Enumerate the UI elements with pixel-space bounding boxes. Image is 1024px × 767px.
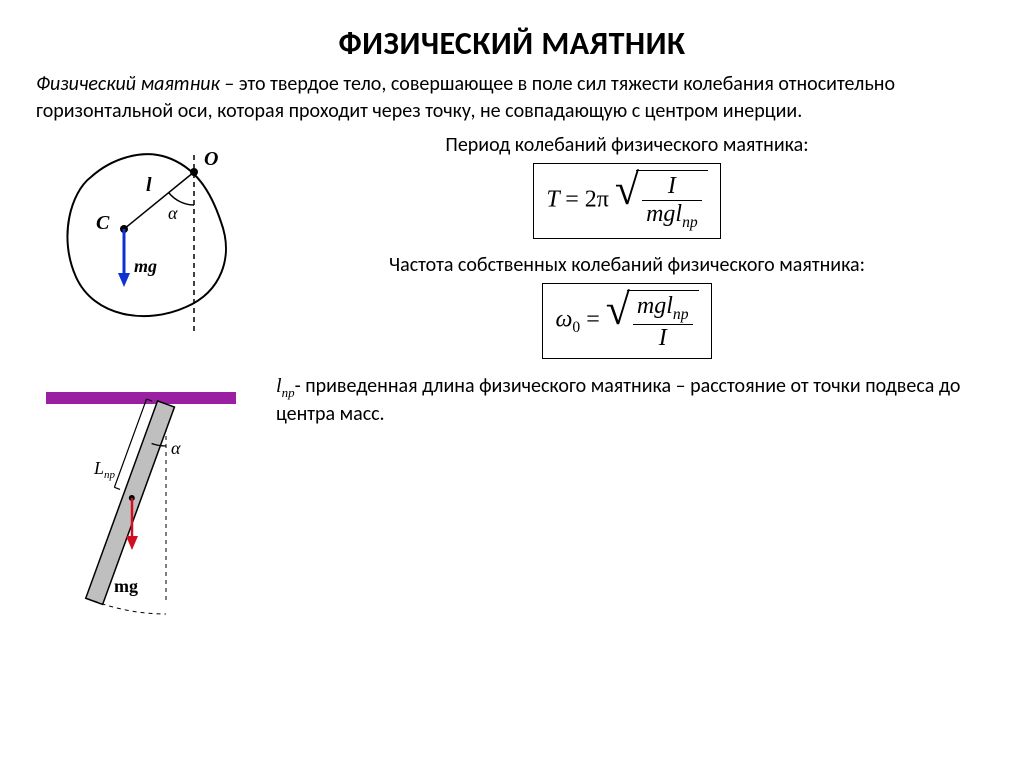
label-alpha-1: α — [168, 203, 178, 223]
page-title: ФИЗИЧЕСКИЙ МАЯТНИК — [0, 0, 1024, 63]
label-mg-2: mg — [114, 576, 138, 596]
lpr-note: lпр- приведенная длина физического маятн… — [266, 373, 988, 429]
caption-period: Период колебаний физического маятника: — [266, 133, 988, 157]
blob-pendulum-diagram: O C l α mg — [46, 137, 256, 337]
rod-pendulum-diagram: Lпр α mg — [36, 382, 246, 642]
formula-frequency: ω0 = √ mglпр I — [542, 283, 711, 359]
label-O: O — [204, 148, 218, 170]
label-l: l — [146, 174, 152, 196]
label-alpha-2: α — [171, 438, 181, 458]
formula-period: T = 2π √ I mglпр — [533, 163, 720, 239]
label-Lpr: Lпр — [93, 458, 116, 481]
label-C: C — [96, 212, 110, 234]
text-column: Период колебаний физического маятника: T… — [266, 133, 988, 647]
ceiling-bar — [46, 392, 236, 404]
caption-frequency: Частота собственных колебаний физическог… — [266, 253, 988, 277]
definition-text: Физический маятник – это твердое тело, с… — [0, 63, 1024, 125]
diagram-column: O C l α mg — [36, 133, 266, 647]
definition-term: Физический маятник — [36, 72, 220, 96]
label-mg-1: mg — [134, 256, 157, 276]
